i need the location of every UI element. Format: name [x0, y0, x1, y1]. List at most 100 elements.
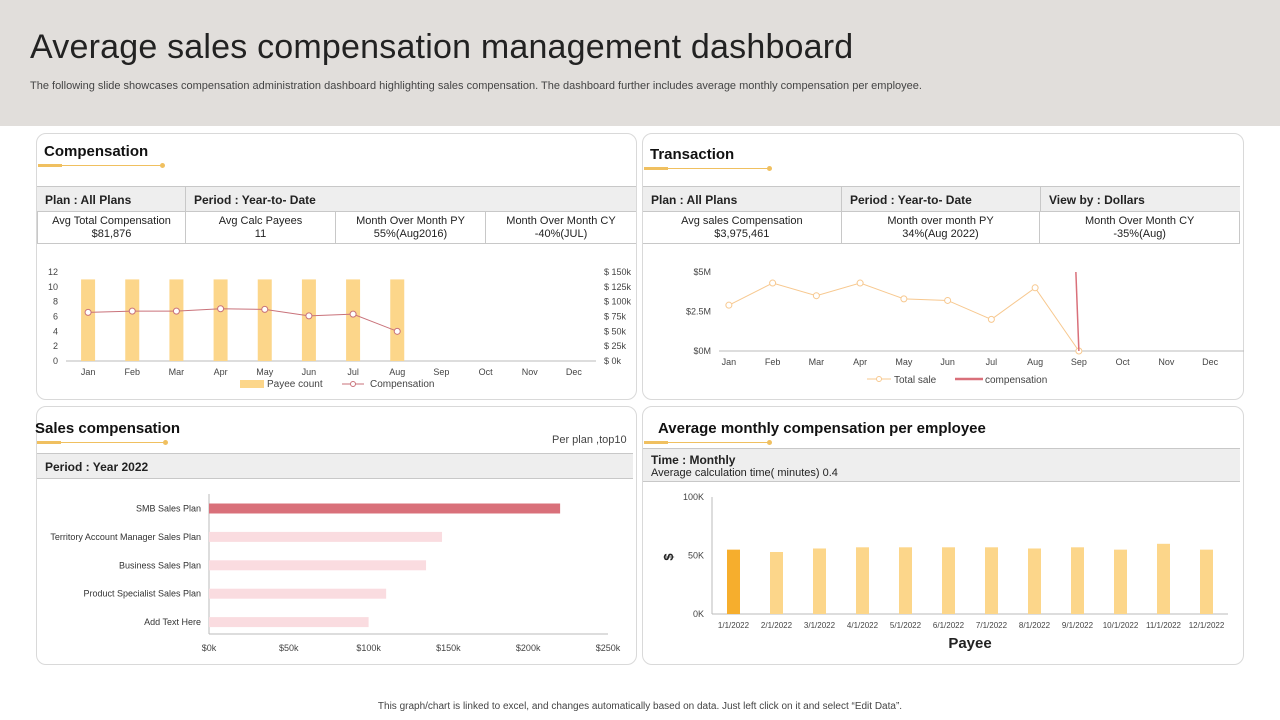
- transaction-metrics-row: Avg sales Compensation $3,975,461 Month o…: [643, 212, 1240, 244]
- sales-compensation-title: Sales compensation: [35, 420, 181, 437]
- x-tick-label: 2/1/2022: [761, 621, 793, 630]
- plan-bar: [209, 531, 443, 542]
- x-tick-label: Mar: [809, 357, 825, 367]
- payee-bar: [942, 547, 955, 614]
- y2-tick-label: $ 100k: [604, 297, 632, 307]
- payee-count-bar: [213, 279, 228, 361]
- plan-bar: [209, 503, 561, 514]
- x-tick-label: May: [895, 357, 913, 367]
- payee-bar: [985, 547, 998, 614]
- legend-marker-compensation: [350, 381, 356, 387]
- category-label: Territory Account Manager Sales Plan: [50, 532, 201, 542]
- legend-label-payee-count: Payee count: [267, 379, 323, 390]
- x-tick-label: Oct: [1116, 357, 1131, 367]
- metric-avg-calc-payees: Avg Calc Payees 11: [186, 212, 336, 243]
- y-tick-label: 10: [48, 282, 58, 292]
- compensation-chart: 0 2 4 6 8 10 12 $ 0k $ 25k $ 50k $ 75k $ 100k $ 125k…: [48, 267, 632, 390]
- transaction-plan[interactable]: Plan : All Plans: [643, 187, 842, 211]
- x-tick-label: Jun: [302, 367, 317, 377]
- footer-note: This graph/chart is linked to excel, and…: [377, 701, 903, 712]
- category-label: Business Sales Plan: [119, 560, 201, 570]
- sales-compensation-period-row: Period : Year 2022: [37, 453, 633, 479]
- y-axis-title: $: [661, 553, 676, 561]
- metric-month-over-month-py: Month Over Month PY 55%(Aug2016): [336, 212, 486, 243]
- payee-bar: [770, 551, 783, 614]
- transaction-period[interactable]: Period : Year-to- Date: [842, 187, 1041, 211]
- x-axis-title: Payee: [948, 635, 991, 652]
- x-tick-label: $200k: [516, 643, 541, 653]
- sales-compensation-period[interactable]: Period : Year 2022: [45, 460, 149, 474]
- total-sale-point: [1031, 284, 1039, 292]
- x-tick-label: Feb: [124, 367, 140, 377]
- avg-monthly-underline: [644, 440, 772, 445]
- payee-bar: [1028, 548, 1041, 614]
- x-tick-label: Jan: [722, 357, 737, 367]
- compensation-point: [305, 312, 313, 320]
- metric-avg-sales-compensation: Avg sales Compensation $3,975,461: [643, 212, 842, 243]
- x-tick-label: 1/1/2022: [718, 621, 750, 630]
- compensation-line: [88, 308, 398, 332]
- avg-monthly-calc: Average calculation time( minutes) 0.4: [651, 467, 838, 479]
- total-sale-point: [944, 296, 952, 304]
- x-tick-label: Jul: [347, 367, 359, 377]
- payee-bar: [727, 549, 740, 614]
- x-tick-label: Jan: [81, 367, 96, 377]
- metric-avg-total-compensation: Avg Total Compensation $81,876: [37, 212, 186, 243]
- x-tick-label: 4/1/2022: [847, 621, 879, 630]
- y-tick-label: 8: [53, 297, 58, 307]
- x-tick-label: Feb: [765, 357, 781, 367]
- payee-count-bar: [301, 279, 316, 361]
- compensation-filter-row: Plan : All Plans Period : Year-to- Date: [37, 186, 636, 212]
- y-tick-label: 50K: [688, 551, 704, 561]
- x-tick-label: Oct: [479, 367, 494, 377]
- compensation-point: [349, 310, 357, 318]
- y-tick-label: 0: [53, 356, 58, 366]
- x-tick-label: 5/1/2022: [890, 621, 922, 630]
- page-title: Average sales compensation management da…: [30, 28, 854, 66]
- category-label: Add Text Here: [144, 617, 201, 627]
- plan-bar: [209, 588, 387, 599]
- total-sale-point: [769, 279, 777, 287]
- x-tick-label: Nov: [1158, 357, 1175, 367]
- y-tick-label: $5M: [693, 267, 711, 277]
- x-tick-label: Dec: [1202, 357, 1219, 367]
- y2-tick-label: $ 125k: [604, 282, 632, 292]
- x-tick-label: 3/1/2022: [804, 621, 836, 630]
- metric-month-over-month-cy: Month Over Month CY -40%(JUL): [506, 215, 616, 240]
- legend-label-compensation: Compensation: [370, 379, 434, 390]
- x-tick-label: 6/1/2022: [933, 621, 965, 630]
- legend-swatch-payee-count: [240, 380, 264, 388]
- payee-bar: [1071, 547, 1084, 614]
- sales-compensation-underline: [37, 440, 168, 445]
- total-sale-point: [987, 315, 995, 323]
- avg-monthly-title: Average monthly compensation per employe…: [658, 420, 986, 437]
- y-tick-label: 100K: [683, 492, 704, 502]
- y2-tick-label: $ 25k: [604, 341, 627, 351]
- sales-compensation-note: Per plan ,top10: [552, 434, 627, 446]
- payee-count-bar: [81, 279, 96, 361]
- plan-bar: [209, 617, 369, 628]
- y-tick-label: 12: [48, 267, 58, 277]
- y2-tick-label: $ 50k: [604, 326, 627, 336]
- x-tick-label: $150k: [436, 643, 461, 653]
- x-tick-label: Nov: [522, 367, 539, 377]
- compensation-period[interactable]: Period : Year-to- Date: [194, 193, 316, 207]
- transaction-view[interactable]: View by : Dollars: [1049, 193, 1145, 207]
- y-tick-label: $0M: [693, 346, 711, 356]
- metric-month-over-month-py-transaction: Month over month PY 34%(Aug 2022): [842, 212, 1041, 243]
- payee-bar: [899, 547, 912, 614]
- y-tick-label: $2.5M: [686, 307, 711, 317]
- x-tick-label: $0k: [202, 643, 217, 653]
- compensation-plan[interactable]: Plan : All Plans: [37, 187, 186, 211]
- page-subtitle: The following slide showcases compensati…: [30, 80, 922, 92]
- x-tick-label: 12/1/2022: [1189, 621, 1225, 630]
- x-tick-label: Aug: [389, 367, 405, 377]
- x-tick-label: Sep: [1071, 357, 1087, 367]
- compensation-point: [393, 327, 401, 335]
- avg-monthly-time[interactable]: Time : Monthly: [651, 453, 736, 467]
- header-band: Average sales compensation management da…: [0, 0, 1280, 126]
- y2-tick-label: $ 150k: [604, 267, 632, 277]
- x-tick-label: 9/1/2022: [1062, 621, 1094, 630]
- compensation-metrics-row: Avg Total Compensation $81,876 Avg Calc P…: [37, 212, 636, 244]
- total-sale-point: [812, 292, 820, 300]
